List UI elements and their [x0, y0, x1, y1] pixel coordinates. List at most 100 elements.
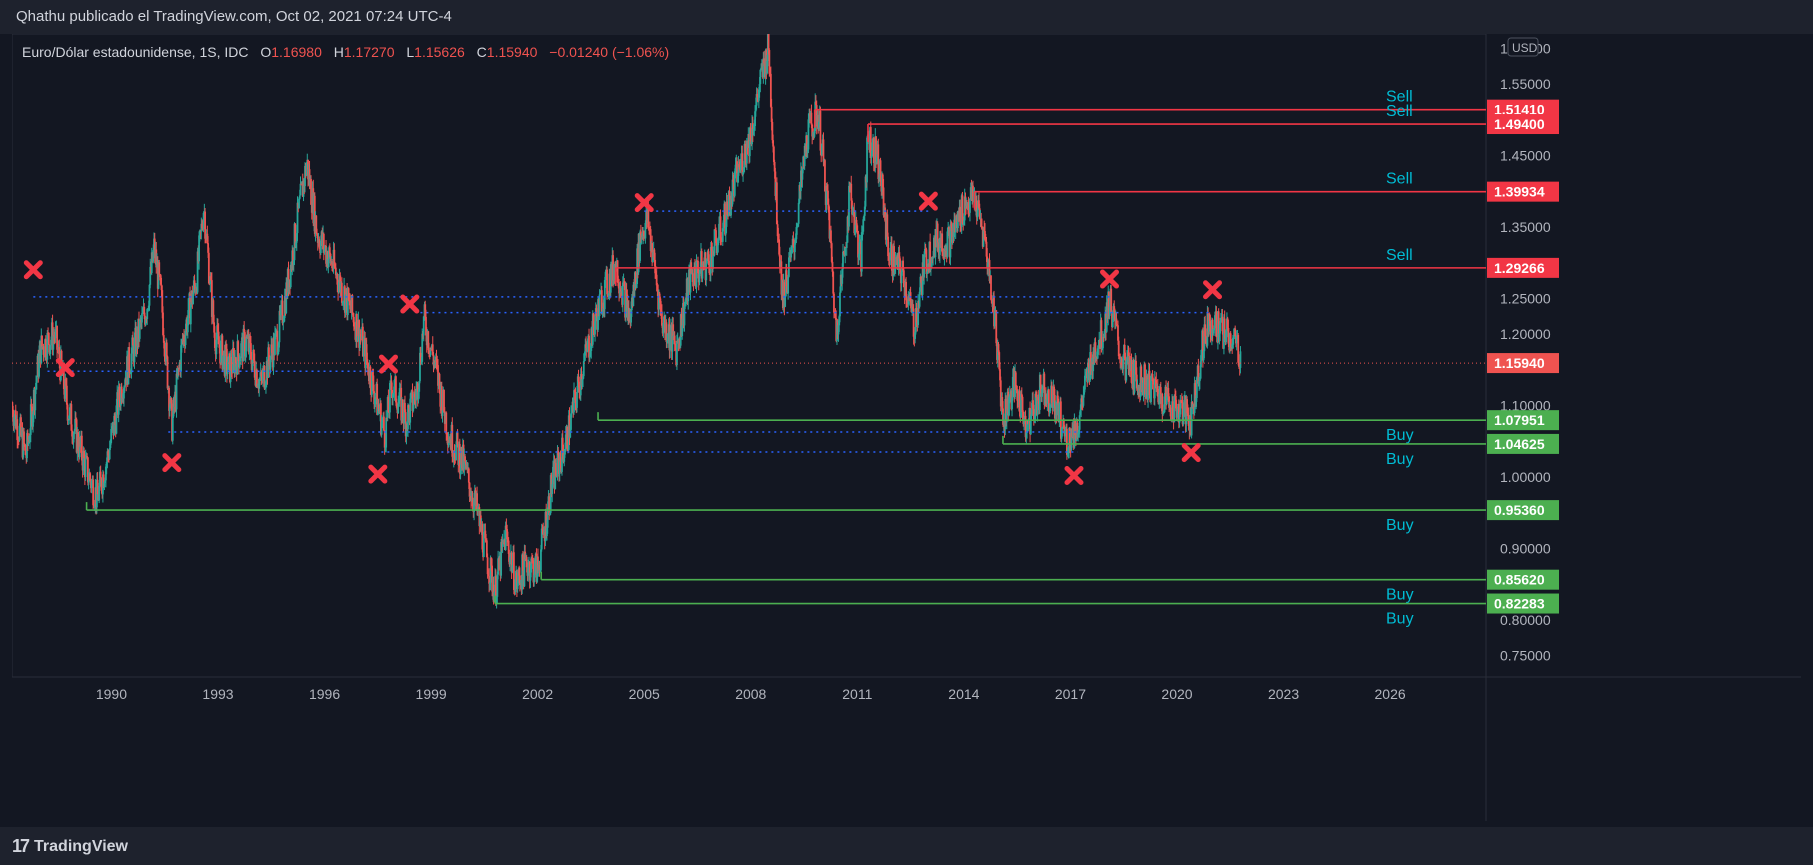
- chart-area[interactable]: 1.600001.550001.450001.350001.250001.200…: [11, 26, 1801, 821]
- candle-body: [1050, 385, 1053, 403]
- candle-body: [403, 402, 406, 424]
- candle-body: [87, 480, 90, 483]
- candle-body: [1142, 382, 1145, 395]
- candle-body: [894, 257, 897, 270]
- candle-body: [1033, 420, 1036, 422]
- candle-body: [150, 252, 153, 274]
- candle-body: [487, 574, 490, 577]
- candle-body: [381, 420, 384, 422]
- candle-body: [653, 249, 656, 260]
- candle-body: [47, 332, 50, 345]
- candle-body: [639, 231, 642, 261]
- x-tick-label: 1993: [202, 686, 233, 702]
- candle-body: [1199, 361, 1202, 379]
- tradingview-logo[interactable]: 17 TradingView: [12, 836, 128, 857]
- candle-body: [1087, 362, 1090, 367]
- candle-body: [999, 380, 1002, 407]
- candle-body: [99, 471, 102, 479]
- price-chart[interactable]: 1.600001.550001.450001.350001.250001.200…: [11, 26, 1801, 821]
- candle-body: [542, 528, 545, 535]
- candle-body: [999, 369, 1001, 381]
- candle-body: [1117, 325, 1119, 341]
- candle-body: [471, 497, 474, 507]
- candle-body: [404, 402, 406, 413]
- candle-body: [676, 341, 678, 366]
- candle-body: [1181, 402, 1184, 425]
- candle-body: [866, 137, 868, 183]
- candle-body: [545, 511, 548, 537]
- candle-body: [145, 318, 148, 320]
- candle-body: [818, 121, 820, 128]
- candle-body: [833, 293, 835, 313]
- candle-body: [689, 262, 692, 293]
- candle-body: [969, 198, 971, 213]
- candle-body: [510, 552, 513, 573]
- candle-body: [1168, 396, 1170, 408]
- candle-body: [256, 369, 258, 387]
- candle-body: [616, 260, 619, 283]
- candle-body: [1056, 395, 1059, 403]
- candle-body: [794, 242, 796, 253]
- candle-body: [655, 273, 657, 275]
- candle-body: [236, 341, 239, 375]
- candle-body: [1186, 412, 1189, 415]
- candle-body: [1020, 393, 1022, 418]
- candle-body: [1068, 427, 1071, 445]
- candle-body: [93, 506, 96, 508]
- sell-level-badge: [1487, 257, 1559, 278]
- candle-body: [648, 227, 651, 229]
- candle-body: [388, 412, 391, 413]
- symbol-name: Euro/Dólar estadounidense, 1S, IDC: [22, 44, 249, 60]
- candle-body: [566, 426, 569, 449]
- candle-body: [1130, 359, 1133, 383]
- candle-body: [1232, 337, 1234, 349]
- candle-body: [862, 219, 865, 232]
- candle-body: [555, 462, 557, 476]
- candle-body: [603, 280, 606, 310]
- candle-body: [489, 557, 492, 583]
- candle-body: [331, 261, 333, 269]
- candle-body: [218, 344, 221, 348]
- candle-body: [349, 300, 352, 310]
- candle-body: [425, 316, 427, 336]
- candle-body: [1135, 374, 1138, 389]
- candle-body: [372, 375, 375, 392]
- candle-body: [540, 549, 542, 571]
- candle-body: [333, 249, 336, 267]
- candle-body: [1117, 340, 1120, 357]
- candle-body: [984, 231, 986, 240]
- candle-body: [226, 369, 229, 375]
- candle-body: [760, 67, 762, 70]
- candle-body: [1101, 348, 1104, 350]
- low-value: 1.15626: [414, 44, 465, 60]
- cross-mark-icon: [162, 453, 182, 473]
- candle-body: [976, 210, 979, 218]
- y-tick-label: 0.75000: [1500, 648, 1551, 664]
- candle-body: [253, 360, 256, 378]
- candle-body: [733, 171, 736, 196]
- candle-body: [625, 289, 628, 295]
- candle-body: [878, 177, 880, 180]
- open-value: 1.16980: [271, 44, 322, 60]
- candle-body: [1044, 394, 1047, 399]
- candle-body: [998, 352, 1001, 370]
- candle-body: [367, 362, 370, 375]
- candle-body: [380, 421, 383, 435]
- candle-body: [438, 373, 441, 386]
- candle-body: [1035, 393, 1037, 397]
- candle-body: [716, 245, 719, 254]
- high-value: 1.17270: [343, 44, 395, 60]
- candle-body: [491, 565, 494, 592]
- candle-body: [583, 355, 586, 362]
- candle-body: [853, 209, 856, 234]
- cross-mark-icon: [378, 354, 398, 374]
- candle-body: [1218, 333, 1221, 338]
- candle-body: [1024, 415, 1027, 438]
- candle-body: [398, 400, 400, 404]
- candle-body: [362, 341, 365, 357]
- candle-body: [821, 144, 823, 155]
- candle-body: [549, 512, 551, 515]
- candle-body: [734, 164, 737, 172]
- candle-body: [186, 318, 189, 333]
- candle-body: [929, 267, 932, 270]
